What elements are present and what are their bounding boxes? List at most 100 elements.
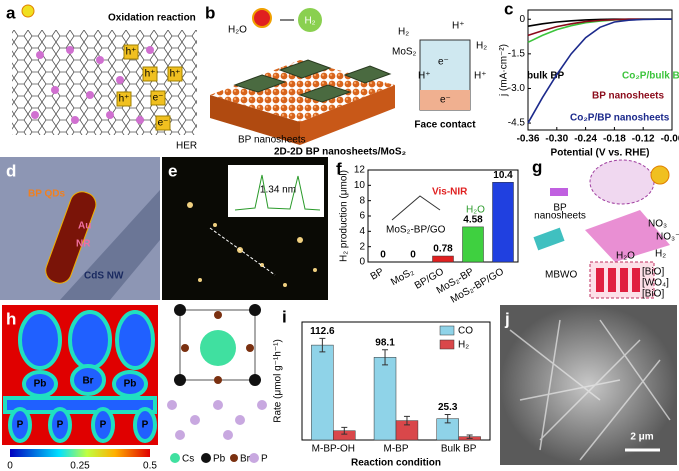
label: BP nanosheets (238, 135, 306, 146)
error-bar (319, 337, 326, 353)
panel-label: j (504, 309, 510, 328)
label: Face contact (414, 120, 476, 131)
atom-label: P (142, 420, 149, 431)
data-label: 112.6 (310, 326, 335, 337)
h2-bubble (298, 8, 322, 32)
label: e⁻ (440, 95, 451, 106)
atom-label: Pb (124, 379, 137, 390)
label: H⁺ (452, 21, 465, 32)
panel-f-inset: H₂ Vis-NIR H₂O MoS₂-BP/GO (384, 183, 485, 236)
caption: 2D-2D BP nanosheets/MoS₂ (274, 147, 406, 158)
inset-sheet (391, 195, 441, 221)
y-tick-label: 12 (354, 165, 366, 176)
label: MoS₂-BP/GO (386, 225, 446, 236)
series-label: Co₂P/BP nanosheets (570, 113, 670, 124)
label: [BiO] (642, 267, 664, 278)
y-tick-label: 0 (519, 14, 525, 25)
label: e⁻ (438, 57, 449, 68)
panel-j: j 2 μm (500, 305, 677, 465)
sun-icon (252, 8, 272, 28)
label: MBWO (545, 270, 577, 281)
panel-d: d BP QDs Au NR CdS NW (0, 157, 160, 300)
bar (373, 357, 397, 441)
profile-line (209, 227, 276, 276)
series-label: bulk BP (527, 71, 565, 82)
colorbar-tick-label: 0 (7, 461, 13, 471)
electron: e⁻ (153, 93, 164, 104)
series-label: BP nanosheets (592, 91, 664, 102)
panel-h: h Pb Br Pb P P P P Cs Pb Br P (2, 304, 268, 465)
panel-label: b (205, 3, 215, 22)
label: CdS NW (84, 271, 124, 282)
x-tick-label: -0.24 (574, 134, 597, 145)
data-label: 98.1 (375, 337, 395, 348)
y-tick-label: -1.5 (508, 48, 526, 59)
label: MoS₂ (392, 47, 417, 58)
label: H₂ (476, 41, 487, 52)
x-tick-label: MoS₂ (389, 266, 416, 288)
y-tick-label: 10 (354, 180, 366, 191)
label: BP QDs (28, 189, 65, 200)
y-tick-label: 6 (359, 211, 365, 222)
cds-wire (60, 190, 160, 300)
bar (432, 255, 454, 263)
label: NO₃⁻ (656, 232, 679, 243)
panel-label: d (6, 161, 16, 180)
x-tick-label: -0.18 (603, 134, 626, 145)
x-tick-label: -0.06 (661, 134, 679, 145)
label: H₂ (384, 183, 395, 194)
label: H₂O (466, 205, 485, 216)
data-label: 10.4 (493, 170, 513, 181)
panel-b: b H₂O H₂ MoS₂ BP nanosheets 2D-2D BP nan… (205, 3, 487, 157)
sun-icon (21, 4, 35, 18)
label: [WO₄] (642, 278, 669, 289)
data-label: 0 (410, 250, 416, 261)
panel-label: i (282, 307, 287, 326)
x-axis-label: Reaction condition (351, 458, 441, 469)
error-bar (382, 349, 389, 366)
data-label: 25.3 (438, 402, 458, 413)
mbwo-flake (533, 227, 565, 251)
legend-swatch (439, 325, 455, 336)
legend-label: CO (458, 326, 473, 337)
colorbar-tick-label: 0.25 (70, 461, 90, 471)
y-tick-label: -3.0 (508, 83, 526, 94)
au-rod (45, 191, 97, 284)
error-bar (403, 415, 410, 426)
bp-flake (550, 188, 568, 196)
bar (492, 182, 514, 263)
hole: h⁺ (170, 69, 181, 80)
y-tick-label: 8 (359, 195, 365, 206)
x-tick-label: M-BP (384, 444, 409, 455)
x-tick-label: M-BP-OH (312, 444, 355, 455)
legend-label: Pb (213, 454, 226, 465)
label: H₂ (398, 27, 409, 38)
y-tick-label: 4 (359, 226, 365, 237)
label: NR (76, 239, 91, 250)
x-tick-label: -0.36 (517, 134, 540, 145)
error-bar (466, 434, 473, 439)
panel-label: e (168, 161, 177, 180)
profile-curve (234, 174, 321, 211)
charge-boxes (116, 44, 183, 131)
label: Au (78, 221, 91, 232)
bp-slab-front (210, 95, 300, 145)
panel-label: f (336, 159, 342, 178)
scale-label: 2 μm (630, 432, 653, 443)
crystal (596, 268, 640, 292)
line-series (527, 18, 672, 124)
x-tick-label: Bulk BP (441, 444, 477, 455)
error-bar (444, 413, 451, 424)
legend-label: Cs (182, 454, 194, 465)
label: H₂ (655, 249, 666, 260)
zoom-circle (589, 159, 655, 205)
panel-a: a Oxidation reaction h⁺ h⁺ h⁺ h⁺ e⁻ e⁻ H… (6, 3, 197, 151)
colorbar (10, 449, 150, 457)
label: H₂O (228, 25, 247, 36)
atom-label: Br (82, 376, 93, 387)
label: H₂O (616, 251, 635, 262)
y-tick-label: 2 (359, 241, 365, 252)
panel-e: e 1.34 nm (162, 157, 328, 300)
structure (167, 304, 267, 463)
